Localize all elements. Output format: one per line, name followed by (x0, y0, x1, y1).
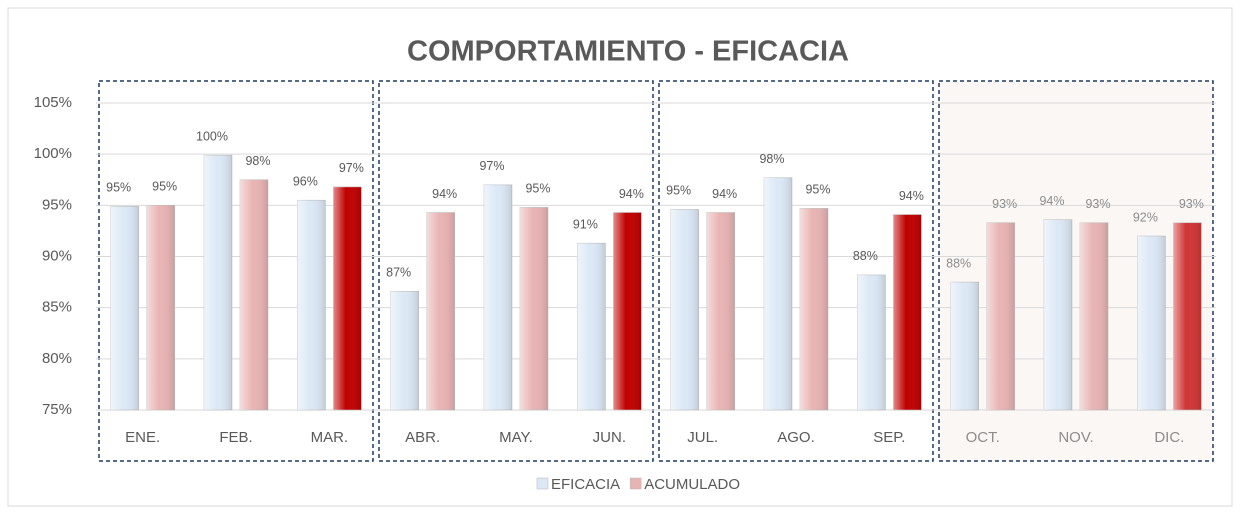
x-tick-label: OCT. (966, 429, 1000, 446)
value-label: 95% (106, 181, 131, 195)
value-label: 95% (666, 184, 691, 198)
bar-shade (426, 212, 455, 410)
x-tick-label: ABR. (405, 429, 440, 446)
bar-shade (1080, 222, 1108, 410)
value-label: 97% (479, 159, 504, 173)
x-tick-label: DIC. (1154, 429, 1184, 446)
y-tick-label: 75% (42, 401, 72, 418)
value-label: 93% (992, 197, 1017, 211)
x-tick-label: SEP. (873, 429, 905, 446)
x-tick-label: MAR. (311, 429, 349, 446)
bar-shade (764, 177, 792, 410)
x-tick-label: MAY. (499, 429, 533, 446)
x-tick-label: ENE. (125, 429, 160, 446)
y-tick-label: 85% (42, 299, 72, 316)
x-tick-label: NOV. (1058, 429, 1093, 446)
value-label: 93% (1179, 197, 1204, 211)
value-label: 88% (946, 256, 971, 270)
value-label: 87% (386, 266, 411, 280)
bar-shade (484, 184, 512, 410)
value-label: 88% (853, 249, 878, 263)
x-tick-label: JUL. (687, 429, 718, 446)
bar-shade (240, 179, 268, 410)
quarter-box (378, 80, 654, 462)
bar-shade (706, 212, 735, 410)
value-label: 94% (1039, 194, 1064, 208)
y-tick-label: 90% (42, 247, 72, 264)
x-tick-label: FEB. (219, 429, 252, 446)
bar-shade (1044, 219, 1072, 410)
x-tick-label: AGO. (777, 429, 815, 446)
x-tick-label: JUN. (593, 429, 626, 446)
value-label: 94% (712, 187, 737, 201)
bar-shade (950, 282, 979, 410)
quarter-box (938, 80, 1214, 462)
value-label: 94% (432, 187, 457, 201)
value-label: 91% (573, 217, 598, 231)
value-label: 98% (759, 152, 784, 166)
value-label: 93% (1085, 197, 1110, 211)
value-label: 95% (525, 182, 550, 196)
value-label: 92% (1133, 210, 1158, 224)
bar-shade (670, 209, 699, 410)
bar-shade (800, 208, 828, 410)
chart-title: COMPORTAMIENTO - EFICACIA (407, 36, 849, 68)
value-label: 95% (805, 183, 830, 197)
bar-shade (613, 212, 642, 410)
bar-shade (204, 155, 232, 410)
bar-shade (110, 206, 139, 410)
bar-shade (986, 222, 1015, 410)
bar-shade (1173, 222, 1202, 410)
value-label: 97% (339, 161, 364, 175)
quarter-box (658, 80, 934, 462)
bar-shade (577, 243, 606, 410)
bar-shade (390, 291, 419, 410)
y-tick-label: 95% (42, 196, 72, 213)
bar-shade (857, 274, 886, 410)
value-label: 94% (899, 189, 924, 203)
value-label: 96% (293, 175, 318, 189)
legend-label: ACUMULADO (644, 476, 740, 493)
bar-shade (893, 214, 922, 410)
bar-shade (1137, 236, 1166, 410)
y-tick-label: 80% (42, 350, 72, 367)
value-label: 94% (619, 187, 644, 201)
legend-swatch (536, 477, 549, 490)
y-tick-label: 105% (34, 94, 72, 111)
bar-shade (146, 205, 175, 410)
y-tick-label: 100% (34, 145, 72, 162)
value-label: 95% (152, 180, 177, 194)
legend-swatch (629, 477, 642, 490)
value-label: 98% (245, 154, 270, 168)
quarter-box (98, 80, 374, 462)
bar-shade (520, 207, 548, 410)
value-label: 100% (196, 129, 228, 143)
legend-label: EFICACIA (551, 476, 620, 493)
bar-shade (333, 186, 362, 410)
bar-shade (297, 200, 326, 410)
